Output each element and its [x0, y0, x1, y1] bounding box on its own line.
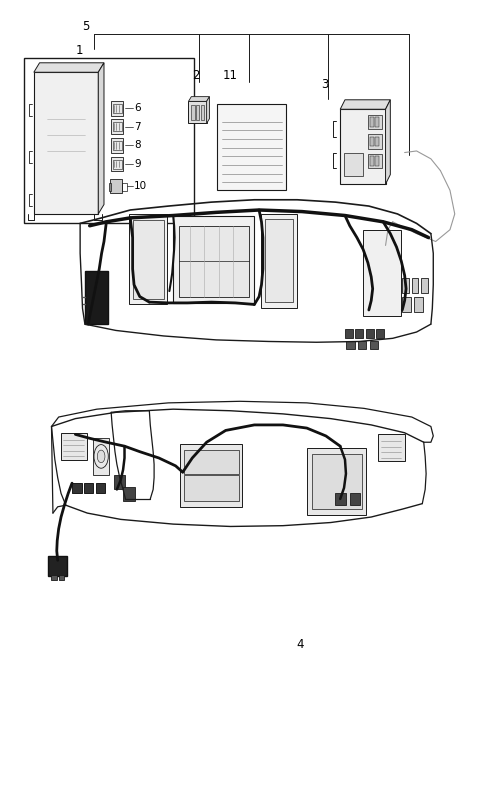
Polygon shape: [34, 62, 104, 72]
Bar: [192, 104, 195, 120]
Bar: [414, 296, 423, 312]
Bar: [132, 220, 164, 299]
Text: 7: 7: [134, 122, 141, 132]
Bar: [72, 483, 82, 494]
Bar: [350, 494, 360, 506]
Bar: [366, 329, 373, 338]
Bar: [34, 72, 98, 214]
Bar: [370, 341, 378, 349]
Bar: [370, 117, 373, 126]
Bar: [96, 483, 106, 494]
Bar: [85, 271, 108, 324]
Bar: [375, 117, 379, 126]
Circle shape: [97, 450, 105, 463]
Bar: [368, 134, 382, 149]
Bar: [201, 104, 204, 120]
Bar: [375, 156, 379, 166]
Bar: [84, 483, 94, 494]
Bar: [59, 575, 64, 580]
Bar: [123, 487, 135, 502]
Bar: [180, 444, 242, 507]
Bar: [24, 58, 194, 224]
Bar: [370, 156, 373, 166]
Polygon shape: [340, 100, 390, 109]
Polygon shape: [98, 62, 104, 214]
Polygon shape: [189, 96, 209, 101]
Bar: [110, 179, 122, 194]
Bar: [412, 279, 419, 292]
Bar: [113, 160, 121, 169]
Bar: [402, 279, 409, 292]
Bar: [179, 226, 249, 296]
Bar: [217, 103, 286, 190]
Text: 3: 3: [321, 77, 329, 91]
Bar: [265, 220, 293, 302]
Text: 10: 10: [134, 182, 147, 191]
Bar: [122, 183, 127, 191]
Bar: [262, 214, 297, 308]
Bar: [109, 183, 111, 191]
Bar: [345, 329, 353, 338]
Bar: [376, 329, 384, 338]
Bar: [94, 438, 109, 476]
Bar: [189, 101, 206, 123]
Text: 1: 1: [75, 44, 83, 58]
Text: 5: 5: [82, 20, 90, 33]
Bar: [344, 152, 363, 176]
Bar: [184, 476, 239, 502]
Bar: [196, 104, 199, 120]
Polygon shape: [206, 96, 209, 123]
Text: 8: 8: [134, 141, 141, 150]
Text: 2: 2: [192, 69, 200, 82]
Bar: [312, 454, 362, 509]
Bar: [111, 138, 123, 152]
Bar: [111, 157, 123, 171]
Bar: [113, 103, 121, 113]
Bar: [368, 115, 382, 129]
Bar: [111, 101, 123, 115]
Bar: [184, 450, 239, 474]
Bar: [113, 122, 121, 131]
Bar: [48, 556, 67, 576]
Bar: [173, 216, 254, 303]
Bar: [114, 476, 125, 490]
Bar: [51, 575, 57, 580]
Bar: [129, 214, 168, 304]
Bar: [307, 448, 366, 514]
Bar: [111, 119, 123, 134]
Bar: [113, 141, 121, 150]
Bar: [346, 341, 355, 349]
Text: 6: 6: [134, 103, 141, 114]
Bar: [340, 109, 385, 184]
Bar: [375, 137, 379, 146]
Bar: [61, 433, 87, 460]
Bar: [370, 137, 373, 146]
Bar: [363, 230, 401, 316]
Bar: [356, 329, 363, 338]
Text: 9: 9: [134, 160, 141, 169]
Bar: [378, 435, 405, 461]
Bar: [368, 154, 382, 168]
Bar: [336, 494, 346, 506]
Bar: [402, 296, 411, 312]
Bar: [358, 341, 366, 349]
Bar: [421, 279, 428, 292]
Text: 4: 4: [296, 638, 304, 651]
Text: 11: 11: [223, 69, 238, 82]
Polygon shape: [385, 100, 390, 184]
